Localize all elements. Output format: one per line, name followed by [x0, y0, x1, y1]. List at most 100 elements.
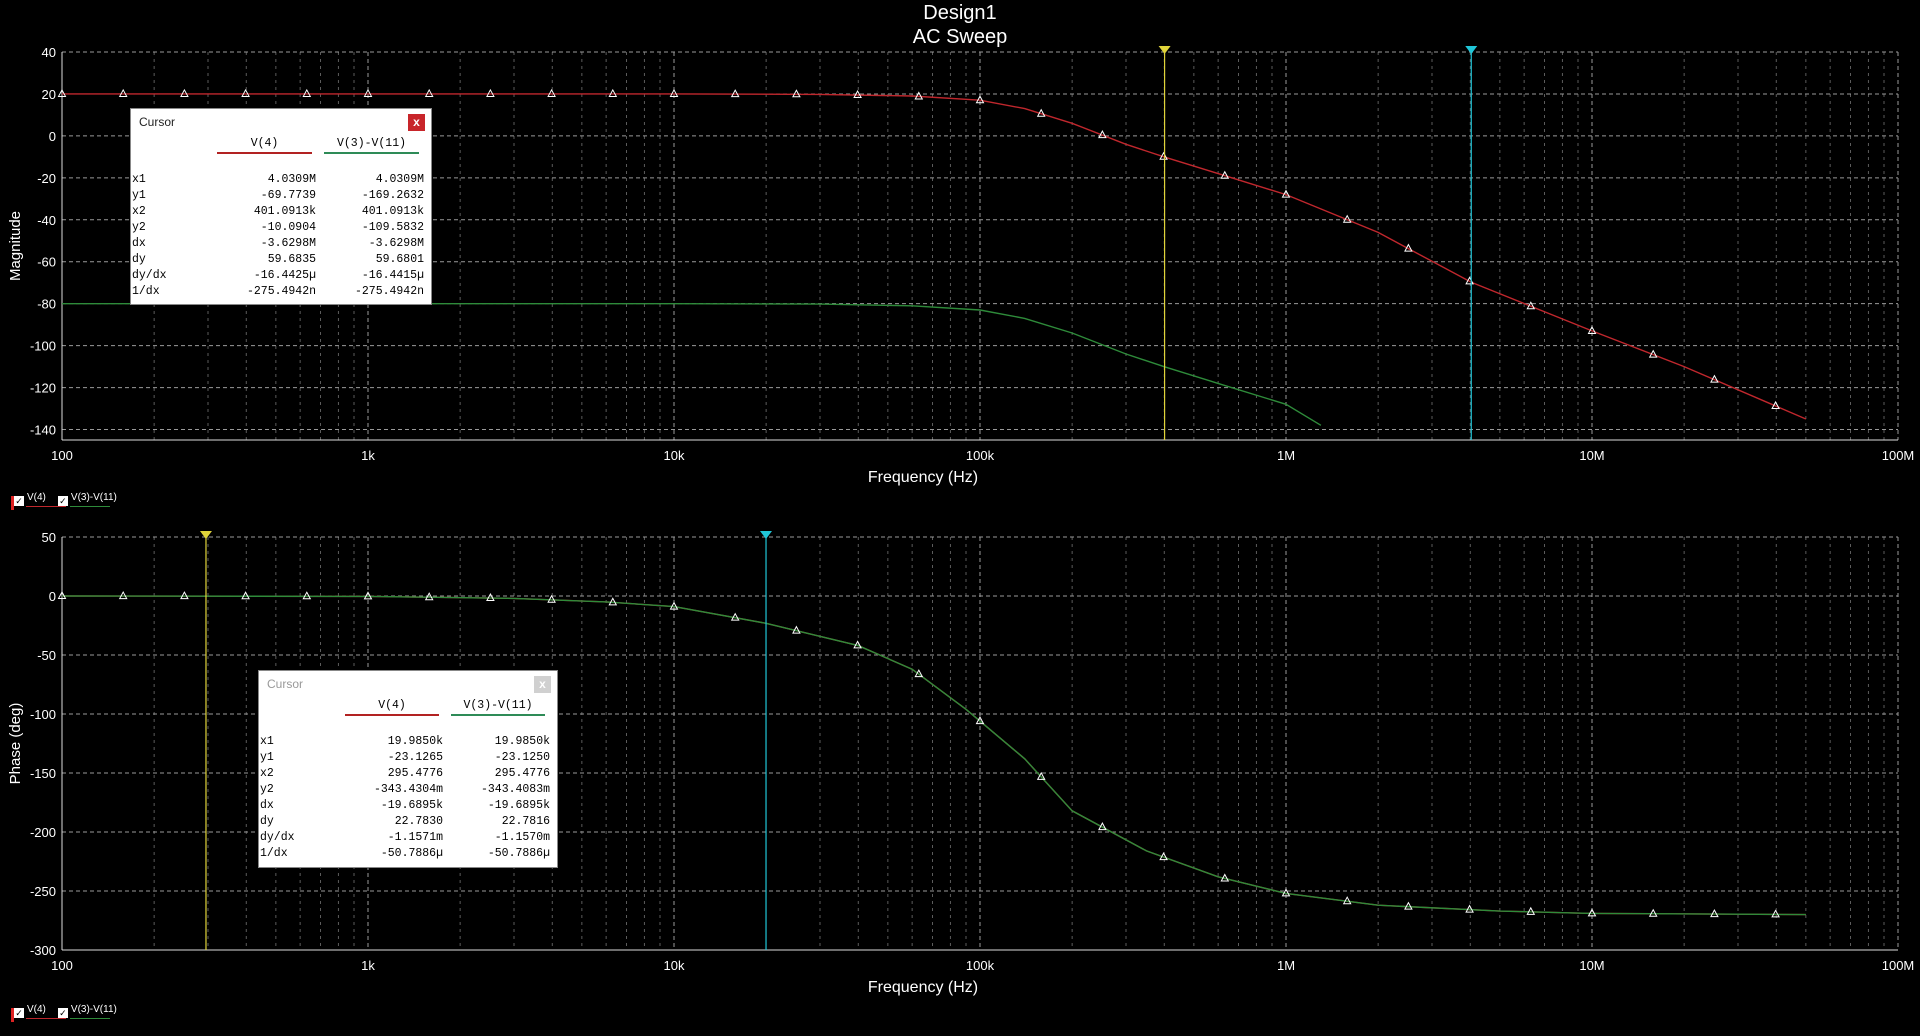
cursor-value-v4: -343.4304m [373, 783, 443, 796]
cursor-value-v4: -23.1265 [387, 751, 443, 764]
data-marker [1465, 904, 1474, 913]
legend-item-v4[interactable]: ✓ V(4) [14, 1004, 66, 1019]
data-marker [1098, 822, 1107, 831]
x-tick-label: 1M [1277, 448, 1295, 463]
column-header-v4: V(4) [345, 699, 439, 716]
cursor-value-v4: -50.7886µ [380, 847, 443, 860]
data-marker [547, 594, 556, 603]
cursor-value-v3-v11: 59.6801 [375, 253, 424, 266]
checkbox-checked-icon[interactable]: ✓ [57, 1008, 68, 1018]
data-marker [1710, 909, 1719, 918]
data-marker [1404, 243, 1413, 252]
data-marker [1098, 130, 1107, 139]
column-header-v4: V(4) [217, 137, 312, 154]
y-tick-label: 0 [49, 589, 56, 604]
data-marker [608, 597, 618, 606]
cursor-value-v4: 401.0913k [253, 205, 316, 218]
x-tick-label: 1k [361, 958, 375, 973]
data-marker [57, 590, 67, 599]
cursor-value-v4: 22.7830 [394, 815, 443, 828]
y-axis-label: Magnitude [7, 211, 24, 281]
x-tick-label: 100 [51, 448, 73, 463]
checkbox-checked-icon[interactable]: ✓ [14, 496, 24, 506]
data-marker [302, 88, 312, 97]
data-marker [1281, 888, 1291, 897]
data-marker [118, 88, 128, 97]
y-tick-label: -50 [37, 648, 56, 663]
data-marker [424, 592, 434, 601]
cursor-value-v4: -3.6298M [260, 237, 316, 250]
cursor-value-v3-v11: -343.4083m [480, 783, 550, 796]
data-marker [669, 88, 679, 97]
y-tick-label: -100 [30, 339, 56, 354]
cursor-value-v4: -1.1571m [387, 831, 443, 844]
legend-item-v4[interactable]: ✓ V(4) [14, 492, 66, 507]
cursor-row-label: dx [132, 237, 146, 250]
data-marker [363, 88, 373, 97]
legend-magnitude: ✓ V(4) ✓ V(3)-V(11) [14, 492, 117, 507]
checkbox-checked-icon[interactable]: ✓ [57, 496, 68, 506]
data-marker [975, 95, 985, 104]
active-trace-marker [11, 1008, 14, 1022]
close-icon[interactable]: x [408, 113, 425, 131]
cursor-value-v3-v11: -3.6298M [368, 237, 424, 250]
cursor-value-v3-v11: 19.9850k [494, 735, 550, 748]
cursor-value-v3-v11: 22.7816 [501, 815, 550, 828]
cursor-1-handle [1158, 46, 1171, 54]
cursor-row-label: x2 [260, 767, 274, 780]
y-axis-label: Phase (deg) [7, 703, 24, 785]
x-tick-label: 100 [51, 958, 73, 973]
cursor-value-v3-v11: -50.7886µ [487, 847, 550, 860]
data-marker [363, 591, 373, 600]
data-marker [547, 88, 556, 97]
cursor-row-label: y1 [132, 189, 146, 202]
y-tick-label: -60 [37, 255, 56, 270]
data-marker [975, 716, 985, 725]
data-marker [853, 89, 862, 99]
data-marker [1220, 170, 1230, 179]
cursor-row-label: y1 [260, 751, 274, 764]
data-marker [1159, 852, 1168, 861]
cursor-2-handle [760, 531, 773, 539]
legend-item-v3-v11[interactable]: ✓ V(3)-V(11) [57, 492, 117, 507]
data-marker [241, 88, 250, 97]
data-marker [608, 88, 618, 97]
data-marker [1587, 325, 1597, 334]
cursor-row-label: 1/dx [132, 285, 160, 298]
data-marker [1281, 189, 1291, 198]
x-tick-label: 100k [966, 448, 995, 463]
y-tick-label: 40 [42, 45, 56, 60]
x-axis-label: Frequency (Hz) [868, 469, 978, 486]
x-tick-label: 10k [664, 448, 685, 463]
cursor-row-label: 1/dx [260, 847, 288, 860]
cursor-value-v4: -16.4425µ [253, 269, 316, 282]
cursor-row-label: dy/dx [260, 831, 295, 844]
cursor-value-v4: 19.9850k [387, 735, 443, 748]
cursor-value-v3-v11: -1.1570m [494, 831, 550, 844]
legend-item-v3-v11[interactable]: ✓ V(3)-V(11) [57, 1004, 117, 1019]
data-marker [1587, 908, 1597, 917]
x-tick-label: 100k [966, 958, 995, 973]
data-marker [241, 591, 250, 600]
data-marker [792, 625, 801, 634]
data-marker [1526, 301, 1536, 310]
data-marker [853, 640, 862, 649]
data-marker [1526, 906, 1536, 915]
cursor-value-v4: -275.4942n [246, 285, 316, 298]
data-marker [486, 88, 495, 97]
cursor-panel-magnitude[interactable]: Cursor x V(4) V(3)-V(11) x1 4.0309M 4.0309… [130, 108, 432, 305]
data-marker [1342, 896, 1352, 905]
cursor-value-v4: -69.7739 [260, 189, 316, 202]
cursor-row-label: x2 [132, 205, 146, 218]
y-tick-label: 20 [42, 87, 56, 102]
x-axis-label: Frequency (Hz) [868, 979, 978, 996]
cursor-2-handle [1465, 46, 1478, 54]
x-tick-label: 10k [664, 958, 685, 973]
cursor-row-label: dx [260, 799, 274, 812]
cursor-panel-phase[interactable]: Cursor x V(4) V(3)-V(11) x1 19.9850k 19.98… [258, 670, 558, 868]
close-icon[interactable]: x [534, 675, 551, 693]
x-tick-label: 1M [1277, 958, 1295, 973]
checkbox-checked-icon[interactable]: ✓ [14, 1008, 24, 1018]
y-tick-label: -300 [30, 943, 56, 958]
